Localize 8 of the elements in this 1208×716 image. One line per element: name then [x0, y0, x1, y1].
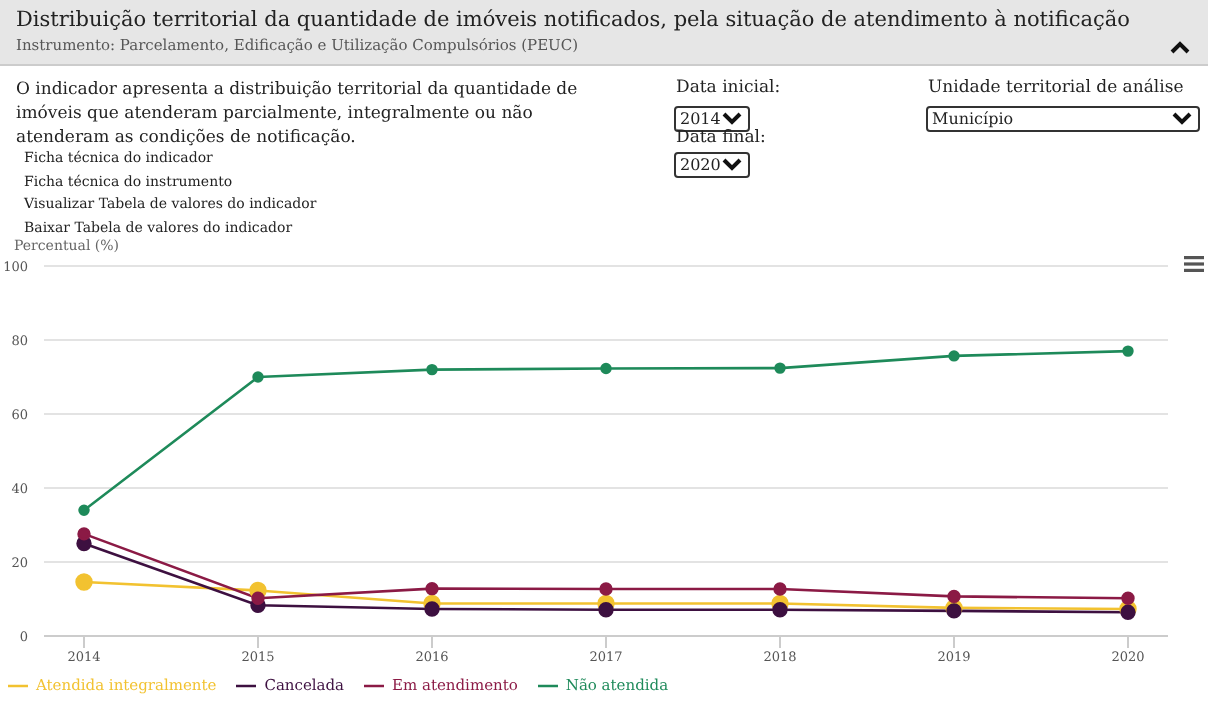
text: Data inicial: — [676, 78, 781, 98]
text: Unidade territorial de análise — [928, 78, 1184, 98]
text: Data final: — [676, 128, 766, 148]
text: Município — [926, 106, 1200, 132]
chart-title: Distribuição territorial da quantidade de imóveis notificados, pela situação de atendimento à notificação — [16, 8, 1130, 32]
text: 2014 — [674, 106, 750, 132]
text: 2020 — [674, 152, 750, 178]
text: O indicador apresenta a distribuição territorial da quantidade de imóveis que atenderam parcialmente, integralmente ou não atenderam as condições de notificação. — [16, 78, 580, 150]
